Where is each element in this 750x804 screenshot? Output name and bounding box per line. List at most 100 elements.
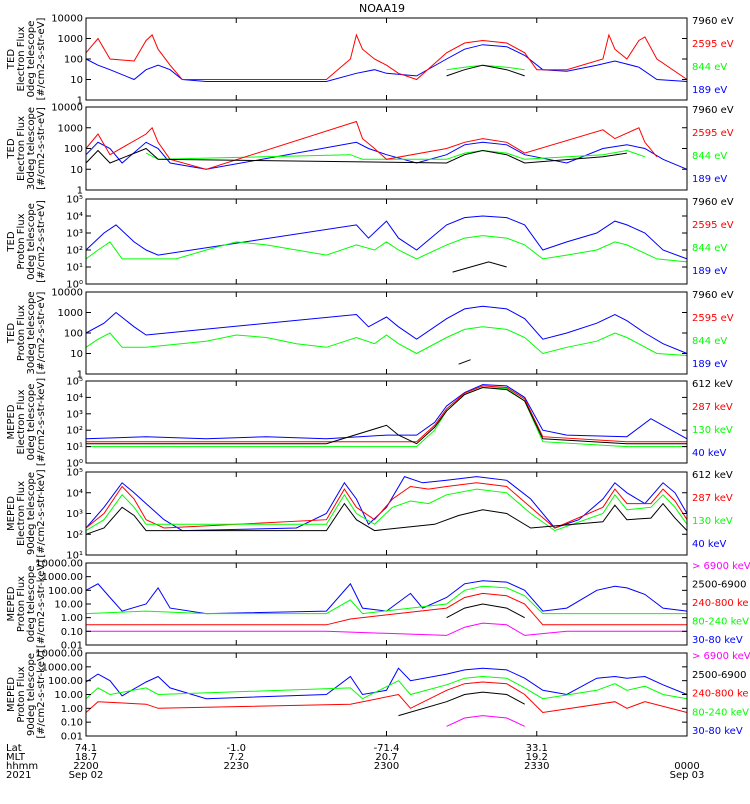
y-tick-label: 10¹ bbox=[66, 551, 83, 562]
y-tick-label: 1000 bbox=[58, 308, 83, 319]
y-axis-label: MEPED bbox=[6, 677, 17, 712]
series-line-4 bbox=[86, 386, 687, 445]
y-tick-label: 0.10 bbox=[61, 718, 83, 729]
y-tick-label: 10 bbox=[70, 349, 83, 360]
legend-entry: 130 keV bbox=[692, 425, 733, 436]
series-line-2 bbox=[85, 326, 688, 356]
legend-entry: 189 eV bbox=[692, 266, 727, 277]
y-axis-label: 0deg telescope bbox=[26, 566, 37, 643]
y-axis-label: 0deg telescope bbox=[26, 384, 37, 461]
series-line-1 bbox=[85, 667, 688, 700]
legend-entry: 30-80 keV bbox=[692, 726, 743, 737]
y-tick-label: 100 bbox=[64, 144, 83, 155]
y-tick-label: 10³ bbox=[66, 409, 83, 420]
y-axis-label: Proton Flux bbox=[16, 305, 27, 361]
time-axis-row-label: 2021 bbox=[6, 770, 31, 781]
y-axis-label: 90deg telescope bbox=[26, 653, 37, 736]
series-line-4 bbox=[398, 691, 525, 717]
series-line-3 bbox=[86, 385, 687, 443]
legend-entry: 2595 eV bbox=[692, 128, 734, 139]
time-axis-value: 2230 bbox=[224, 761, 249, 772]
panel-6: 10¹ 10² 10³ 10⁴ 10⁵ MEPED Electron Flux 90deg t… bbox=[6, 468, 733, 562]
panel-frame bbox=[85, 652, 688, 737]
time-axis-value: 0000 bbox=[674, 761, 699, 772]
series-line-1 bbox=[85, 384, 688, 440]
panel-frame bbox=[85, 380, 688, 464]
time-axis-row-label: hhmm bbox=[6, 761, 38, 772]
series-line-5 bbox=[86, 622, 687, 636]
legend-entry: 2595 eV bbox=[692, 313, 734, 324]
y-axis-label: MEPED bbox=[6, 496, 17, 531]
y-axis-label: Electron Flux bbox=[16, 116, 27, 181]
y-tick-label: 10¹ bbox=[66, 442, 83, 453]
time-axis-value: Sep 02 bbox=[69, 770, 104, 781]
y-tick-label: 100 bbox=[64, 55, 83, 66]
legend-entry: 189 eV bbox=[692, 85, 727, 96]
legend-entry: 844 eV bbox=[692, 243, 727, 254]
series-line-3 bbox=[86, 592, 687, 626]
y-tick-label: 1.00 bbox=[61, 704, 83, 715]
time-axis-value: -71.4 bbox=[374, 743, 400, 754]
y-tick-label: 1000 bbox=[58, 34, 83, 45]
panel-5: 10⁰ 10¹ 10² 10³ 10⁴ 10⁵ MEPED Electron Flux 0deg… bbox=[6, 377, 733, 470]
y-axis-label: MEPED bbox=[6, 404, 17, 439]
legend-entry: > 6900 keV bbox=[692, 651, 750, 662]
y-tick-label: 10000 bbox=[51, 14, 83, 25]
y-axis-label: Proton Flux bbox=[16, 576, 27, 632]
legend-entry: 287 keV bbox=[692, 402, 733, 413]
y-axis-label: [#/cm2-s-str-eV] bbox=[36, 107, 47, 190]
series-line-5 bbox=[446, 715, 525, 727]
y-tick-label: 1 bbox=[77, 370, 83, 381]
y-tick-label: 1000.00 bbox=[42, 662, 83, 673]
y-tick-label: 1 bbox=[77, 96, 83, 107]
y-tick-label: 10000.00 bbox=[35, 649, 83, 660]
series-line-3 bbox=[85, 681, 688, 714]
series-line-1 bbox=[85, 580, 688, 615]
y-tick-label: 10⁵ bbox=[66, 468, 83, 479]
legend-entry: 40 keV bbox=[692, 539, 726, 550]
y-tick-label: 10 bbox=[70, 75, 83, 86]
time-axis-value: 20.7 bbox=[375, 752, 397, 763]
time-axis-value: 7.2 bbox=[228, 752, 244, 763]
series-line-3 bbox=[458, 359, 471, 365]
legend-entry: 189 eV bbox=[692, 174, 727, 185]
series-line-4 bbox=[85, 147, 627, 164]
y-tick-label: 1000.00 bbox=[42, 572, 83, 583]
y-tick-label: 10.00 bbox=[54, 690, 83, 701]
y-axis-label: [#/cm2-s-str-keV] bbox=[36, 560, 47, 648]
legend-entry: 2500-6900 bbox=[692, 670, 747, 681]
time-axis-value: 74.1 bbox=[75, 743, 97, 754]
time-axis-row-label: MLT bbox=[6, 752, 26, 763]
y-tick-label: 0.01 bbox=[61, 641, 83, 652]
y-tick-label: 100 bbox=[64, 329, 83, 340]
y-tick-label: 10⁰ bbox=[66, 280, 83, 291]
y-tick-label: 1000 bbox=[58, 123, 83, 134]
legend-entry: 844 eV bbox=[692, 336, 727, 347]
y-tick-label: 100.00 bbox=[48, 676, 83, 687]
series-line-3 bbox=[85, 120, 658, 170]
chart-title: NOAA19 bbox=[359, 2, 405, 15]
y-tick-label: 10² bbox=[66, 246, 83, 257]
y-axis-label: [#/cm2-s-str-eV] bbox=[36, 292, 47, 375]
y-axis-label: [#/cm2-s-str-keV] bbox=[36, 378, 47, 466]
legend-entry: 844 eV bbox=[692, 62, 727, 73]
y-tick-label: 1.00 bbox=[61, 613, 83, 624]
legend-entry: 130 keV bbox=[692, 516, 733, 527]
y-tick-label: 10⁴ bbox=[66, 393, 83, 404]
panel-frame bbox=[85, 17, 688, 101]
series-line-2 bbox=[85, 235, 688, 263]
series-line-1 bbox=[85, 475, 688, 532]
series-line-3 bbox=[85, 33, 688, 81]
legend-entry: 2500-6900 bbox=[692, 580, 747, 591]
y-tick-label: 10³ bbox=[66, 509, 83, 520]
y-tick-label: 10 bbox=[70, 165, 83, 176]
series-line-4 bbox=[446, 64, 525, 77]
series-line-2 bbox=[85, 585, 687, 615]
legend-entry: 7960 eV bbox=[692, 105, 734, 116]
panel-frame bbox=[85, 291, 688, 375]
series-line-4 bbox=[85, 502, 688, 535]
legend-entry: 7960 eV bbox=[692, 290, 734, 301]
legend-entry: 240-800 ke bbox=[692, 689, 749, 700]
y-tick-label: 10000 bbox=[51, 103, 83, 114]
series-line-3 bbox=[85, 488, 688, 532]
